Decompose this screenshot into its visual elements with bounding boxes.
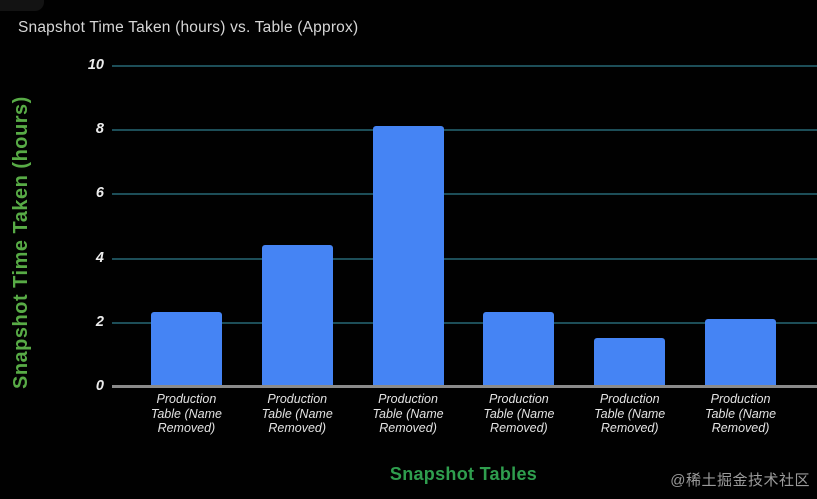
x-axis-category-label-text: Production Table (Name Removed)	[372, 392, 444, 435]
gridline	[112, 257, 817, 260]
bar-slot	[131, 65, 242, 386]
x-axis-line	[112, 385, 817, 388]
bar-slot	[242, 65, 353, 386]
x-axis-title: Snapshot Tables	[389, 464, 538, 484]
x-axis-category-label-text: Production Table (Name Removed)	[483, 392, 555, 435]
x-axis-labels: Production Table (Name Removed) Productio…	[131, 392, 796, 436]
x-axis-category-label: Production Table (Name Removed)	[685, 392, 796, 436]
x-axis-category-label-text: Production Table (Name Removed)	[261, 392, 333, 435]
gridline	[112, 193, 817, 196]
x-axis-category-label: Production Table (Name Removed)	[242, 392, 353, 436]
watermark: @稀土掘金技术社区	[670, 472, 810, 489]
y-axis-tick-label: 4	[95, 249, 104, 266]
bar-slot	[463, 65, 574, 386]
y-axis-tick-label: 2	[95, 313, 104, 330]
bar	[261, 244, 333, 386]
x-axis-category-label: Production Table (Name Removed)	[353, 392, 464, 436]
bar-slot	[685, 65, 796, 386]
x-axis-category-label-text: Production Table (Name Removed)	[150, 392, 222, 435]
corner-artifact	[0, 0, 44, 11]
plot-area	[112, 65, 817, 386]
x-axis-category-label: Production Table (Name Removed)	[463, 392, 574, 436]
y-axis-tick-label: 10	[87, 57, 104, 73]
x-axis-category-label-text: Production Table (Name Removed)	[704, 392, 777, 435]
bar-slot	[574, 65, 685, 386]
bar	[150, 312, 222, 386]
x-axis-category-label: Production Table (Name Removed)	[131, 392, 242, 436]
gridline	[112, 321, 817, 324]
gridline	[112, 65, 817, 67]
y-axis-tick-label: 8	[95, 121, 104, 138]
bar	[483, 312, 555, 386]
y-axis-tick-label: 6	[95, 185, 104, 202]
bar	[372, 126, 444, 386]
bars-area	[131, 65, 796, 386]
x-axis-category-label-text: Production Table (Name Removed)	[594, 392, 666, 435]
x-axis-category-label: Production Table (Name Removed)	[574, 392, 685, 436]
bar	[594, 337, 666, 386]
gridline	[112, 129, 817, 132]
bar-slot	[353, 65, 464, 386]
bar	[705, 318, 777, 386]
chart-title: Snapshot Time Taken (hours) vs. Table (A…	[18, 19, 359, 36]
y-axis-tick-label: 0	[95, 378, 104, 394]
